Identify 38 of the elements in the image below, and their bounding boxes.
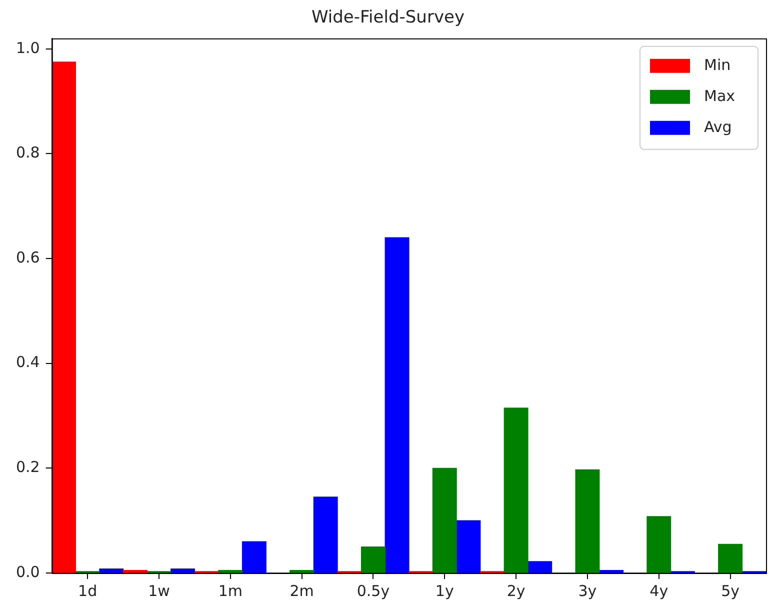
bar <box>99 568 124 573</box>
y-tick-label: 0.6 <box>16 248 40 266</box>
y-tick-label: 0.8 <box>16 144 40 162</box>
legend-label: Min <box>704 56 731 74</box>
y-tick-label: 1.0 <box>16 38 40 57</box>
x-tick-label: 1w <box>148 582 170 600</box>
legend-label: Max <box>704 86 736 105</box>
y-tick-label: 0.2 <box>16 458 40 476</box>
x-tick-label: 2m <box>290 582 314 600</box>
bar <box>242 541 266 573</box>
bar <box>599 570 624 573</box>
x-tick-label: 1d <box>78 582 98 600</box>
bar <box>575 469 600 573</box>
x-tick-label: 1y <box>435 582 454 600</box>
bar <box>170 568 196 573</box>
bar <box>384 237 410 573</box>
bar <box>646 516 672 573</box>
bar <box>528 561 552 573</box>
bar <box>52 62 76 573</box>
bar <box>290 570 314 573</box>
x-tick-label: 4y <box>650 582 668 600</box>
legend-label: Avg <box>704 118 732 136</box>
y-tick-label: 0.0 <box>16 562 40 581</box>
bar <box>432 468 457 573</box>
bar <box>504 408 528 573</box>
bar <box>313 496 338 573</box>
bar <box>718 544 743 573</box>
x-tick-label: 5y <box>721 582 740 600</box>
chart-title: Wide-Field-Survey <box>311 8 465 28</box>
bar <box>360 546 386 573</box>
y-tick-label: 0.4 <box>16 353 40 372</box>
x-tick-label: 3y <box>578 582 597 600</box>
x-tick-label: 2y <box>506 582 526 600</box>
bar <box>122 570 148 573</box>
x-tick-label: 1m <box>218 582 242 600</box>
bar <box>456 520 481 573</box>
x-tick-label: 0.5y <box>356 582 390 600</box>
bar <box>218 570 243 573</box>
